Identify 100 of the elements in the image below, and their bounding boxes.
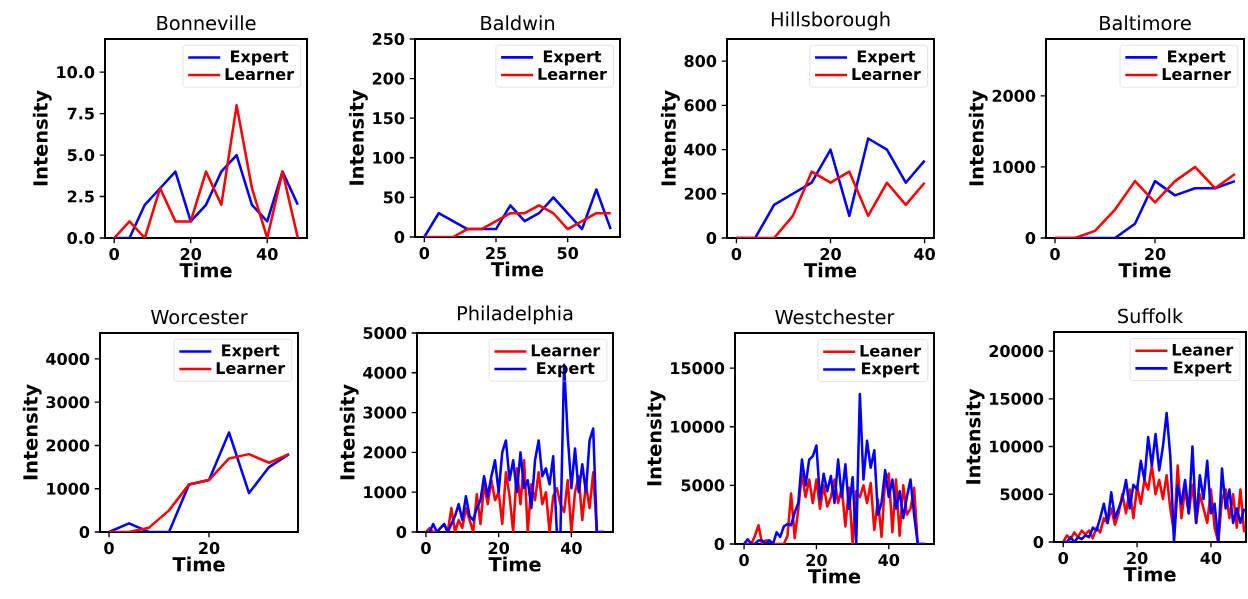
legend-label: Learner <box>852 68 921 81</box>
y-tick-label: 3000 <box>363 406 407 419</box>
legend-label: Learner <box>531 344 601 357</box>
y-tick-label: 10000 <box>990 440 1044 453</box>
x-tick-label: 0 <box>1058 552 1069 565</box>
y-tick-label: 0 <box>706 231 717 245</box>
y-tick-label: 150 <box>373 112 405 125</box>
y-tick-label: 10.0 <box>57 66 95 79</box>
y-tick-label: 1000 <box>993 160 1036 173</box>
y-tick-label: 0 <box>396 525 407 539</box>
legend-label: Expert <box>231 50 289 66</box>
legend-label: Learner <box>538 68 607 81</box>
legend-label: Expert <box>222 344 280 360</box>
y-tick-label: 200 <box>372 72 405 85</box>
chart-title: Baltimore <box>1100 15 1191 31</box>
y-tick-label: 600 <box>684 99 717 112</box>
legend-label: Expert <box>543 50 602 66</box>
y-tick-label: 5000 <box>1000 488 1044 501</box>
y-tick-label: 400 <box>684 143 717 156</box>
y-tick-label: 7.5 <box>67 107 94 120</box>
y-axis-title: Intensity <box>32 90 52 186</box>
y-tick-label: 20000 <box>989 345 1044 358</box>
x-axis-title: Time <box>172 556 225 572</box>
y-tick-label: 2000 <box>992 89 1036 102</box>
x-tick-label: 40 <box>878 554 900 567</box>
x-tick-label: 0 <box>421 542 431 555</box>
y-tick-label: 5000 <box>681 479 725 492</box>
y-tick-label: 0.0 <box>67 231 95 245</box>
y-tick-label: 0 <box>79 525 90 539</box>
x-axis-title: Time <box>179 262 232 278</box>
y-tick-label: 2000 <box>363 446 407 459</box>
y-tick-label: 3000 <box>46 396 90 409</box>
legend-label: Learner <box>1162 68 1232 81</box>
legend-label: Expert <box>1174 361 1232 377</box>
x-tick-label: 40 <box>914 248 935 261</box>
y-tick-label: 2.5 <box>67 190 94 203</box>
x-tick-label: 20 <box>199 542 220 555</box>
y-axis-title: Intensity <box>660 90 680 186</box>
x-axis-title: Time <box>1118 262 1171 278</box>
y-tick-label: 4000 <box>46 352 90 365</box>
y-axis-title: Intensity <box>22 384 42 480</box>
x-tick-label: 40 <box>1200 552 1222 565</box>
x-tick-label: 0 <box>739 554 749 567</box>
y-axis-title: Intensity <box>968 90 988 186</box>
y-tick-label: 15000 <box>671 362 725 375</box>
x-tick-label: 20 <box>820 248 841 261</box>
x-tick-label: 25 <box>486 247 507 260</box>
chart-title: Philadelphia <box>458 305 573 325</box>
legend-label: Expert <box>1168 50 1226 66</box>
legend-label: Expert <box>862 362 920 378</box>
legend-label: Leaner <box>860 344 922 357</box>
y-axis-title: Intensity <box>339 384 359 480</box>
y-tick-label: 5.0 <box>67 149 95 162</box>
y-tick-label: 100 <box>373 151 405 164</box>
x-tick-label: 40 <box>560 542 582 555</box>
y-axis-title: Intensity <box>646 390 666 486</box>
chart-title: Worcester <box>150 309 248 325</box>
y-tick-label: 200 <box>684 187 717 200</box>
x-tick-label: 20 <box>1145 248 1166 261</box>
x-axis-title: Time <box>491 261 544 277</box>
y-tick-label: 0 <box>394 230 405 244</box>
x-tick-label: 40 <box>256 248 278 261</box>
line-series <box>112 104 300 238</box>
x-tick-label: 20 <box>488 542 510 555</box>
legend-label: Leaner <box>1172 343 1234 356</box>
x-tick-label: 0 <box>109 248 119 261</box>
y-tick-label: 5000 <box>363 326 407 340</box>
y-tick-label: 50 <box>383 191 405 204</box>
chart-title: Hillsborough <box>771 11 890 31</box>
x-tick-label: 0 <box>731 248 742 261</box>
x-tick-label: 0 <box>104 542 114 555</box>
legend-label: Expert <box>857 50 916 66</box>
y-tick-label: 800 <box>684 55 717 68</box>
y-tick-label: 1000 <box>364 486 407 499</box>
chart-title: Bonneville <box>157 15 256 31</box>
y-tick-label: 10000 <box>671 420 725 433</box>
x-tick-label: 50 <box>557 247 579 260</box>
x-tick-label: 20 <box>1127 552 1148 565</box>
y-tick-label: 250 <box>372 32 405 46</box>
x-axis-title: Time <box>804 262 857 278</box>
y-tick-label: 1000 <box>47 482 90 495</box>
legend-label: Learner <box>225 68 294 81</box>
y-axis-title: Intensity <box>348 89 368 185</box>
x-axis-title: Time <box>1123 566 1176 582</box>
y-tick-label: 2000 <box>46 439 90 452</box>
line-series <box>107 452 291 532</box>
y-tick-label: 0 <box>1025 231 1036 245</box>
line-series <box>1053 165 1237 238</box>
x-axis-title: Time <box>808 568 861 584</box>
legend-label: Learner <box>216 362 286 375</box>
x-tick-label: 20 <box>180 248 202 261</box>
chart-title: Baldwin <box>481 15 554 31</box>
x-axis-title: Time <box>488 556 541 572</box>
y-axis-title: Intensity <box>965 388 985 484</box>
chart-title: Westchester <box>775 309 895 325</box>
y-tick-label: 15000 <box>990 392 1044 405</box>
x-tick-label: 0 <box>419 247 430 260</box>
x-tick-label: 0 <box>1050 248 1060 261</box>
chart-title: Suffolk <box>1118 308 1184 324</box>
x-tick-label: 20 <box>806 554 827 567</box>
